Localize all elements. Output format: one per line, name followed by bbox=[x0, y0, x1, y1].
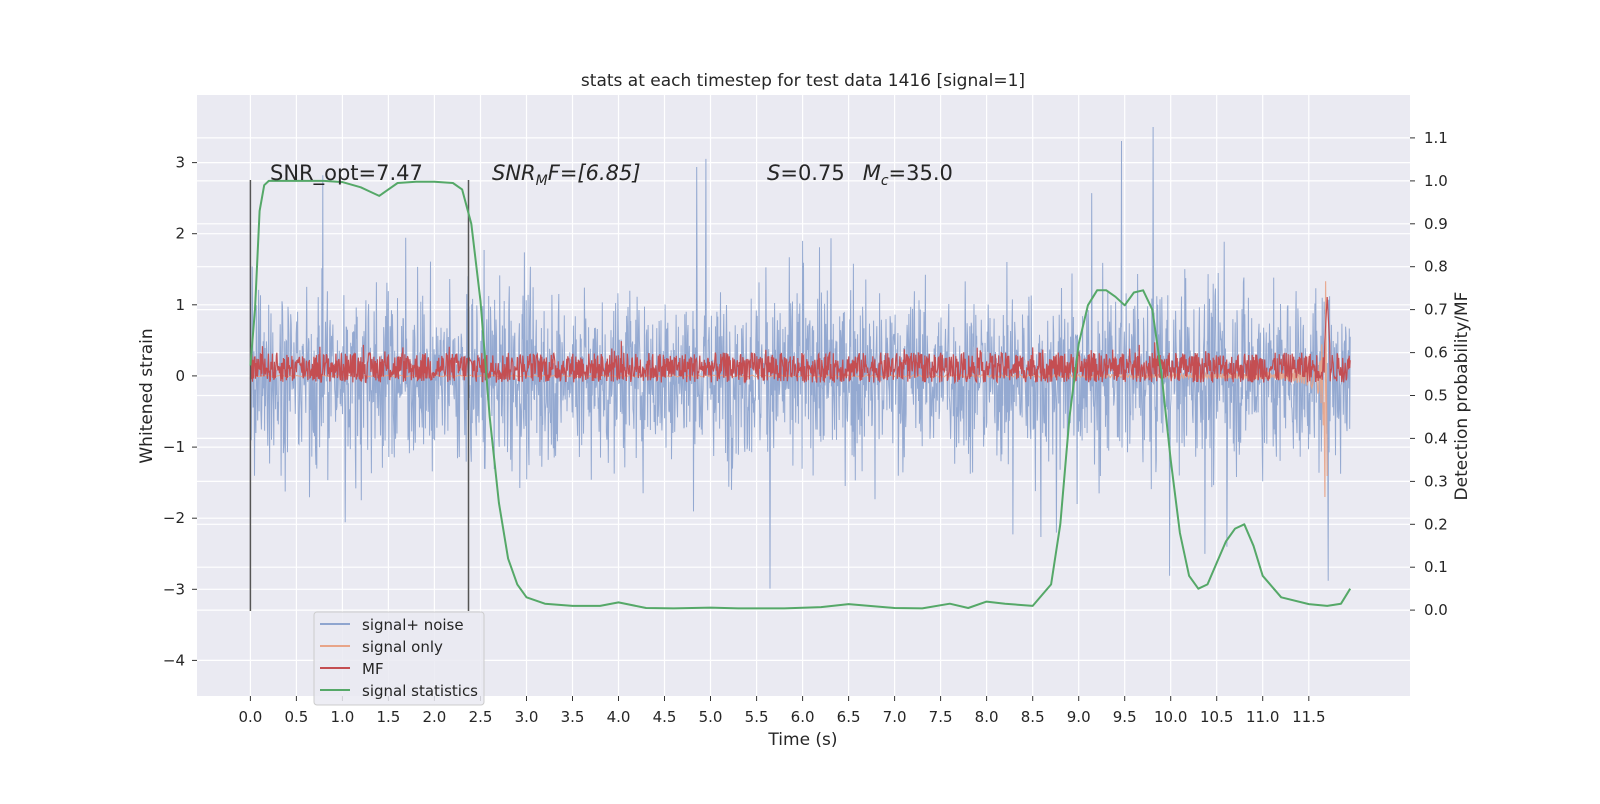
y-left-tick-label: −3 bbox=[163, 580, 185, 598]
x-tick-label: 8.0 bbox=[975, 708, 999, 726]
y-left-tick-label: 3 bbox=[175, 154, 185, 172]
y-left-tick-label: 2 bbox=[175, 225, 185, 243]
y-left-tick-label: −2 bbox=[163, 509, 185, 527]
series-mf bbox=[249, 296, 1351, 385]
x-tick-label: 8.5 bbox=[1021, 708, 1045, 726]
annotation-snr-mf: SNRMF=[6.85] bbox=[492, 161, 641, 189]
legend-label-signal-statistics: signal statistics bbox=[362, 682, 478, 700]
x-tick-label: 11.5 bbox=[1292, 708, 1325, 726]
axis-ticks: 0.0 0.5 1.0 1.5 2.0 2.5 3.0 3.5 4.0 4.5 5.0 5.5 6.0 6… bbox=[163, 129, 1448, 726]
chart-title: stats at each timestep for test data 141… bbox=[581, 71, 1025, 91]
y-right-tick-label: 0.0 bbox=[1424, 601, 1448, 619]
line-mf bbox=[249, 296, 1351, 385]
x-tick-label: 5.0 bbox=[699, 708, 723, 726]
y-axis-title-right: Detection probability/MF bbox=[1452, 292, 1472, 501]
y-right-tick-label: 0.7 bbox=[1424, 301, 1448, 319]
window-markers bbox=[249, 180, 470, 611]
x-tick-label: 0.5 bbox=[284, 708, 308, 726]
y-right-tick-label: 0.9 bbox=[1424, 215, 1448, 233]
y-right-tick-label: 1.1 bbox=[1424, 129, 1448, 147]
legend-label-signal-only: signal only bbox=[362, 638, 443, 656]
annotation-s-mc: S=0.75 Mc=35.0 bbox=[767, 161, 953, 189]
x-tick-label: 10.0 bbox=[1154, 708, 1187, 726]
y-right-tick-label: 1.0 bbox=[1424, 172, 1448, 190]
y-right-tick-label: 0.4 bbox=[1424, 429, 1448, 447]
x-tick-label: 9.0 bbox=[1067, 708, 1091, 726]
y-right-tick-label: 0.8 bbox=[1424, 258, 1448, 276]
x-tick-label: 5.5 bbox=[745, 708, 769, 726]
x-tick-label: 1.0 bbox=[330, 708, 354, 726]
x-tick-label: 9.5 bbox=[1113, 708, 1137, 726]
y-right-tick-label: 0.3 bbox=[1424, 472, 1448, 490]
x-tick-label: 3.0 bbox=[515, 708, 539, 726]
y-right-tick-label: 0.5 bbox=[1424, 387, 1448, 405]
x-axis-title: Time (s) bbox=[767, 730, 837, 750]
legend-box bbox=[313, 611, 485, 706]
x-tick-label: 10.5 bbox=[1200, 708, 1233, 726]
line-signal-statistics bbox=[249, 179, 1352, 610]
y-right-tick-label: 0.1 bbox=[1424, 558, 1448, 576]
y-left-tick-label: 1 bbox=[175, 296, 185, 314]
legend: signal+ noise signal only MF signal stat… bbox=[313, 611, 485, 706]
y-right-tick-label: 0.2 bbox=[1424, 515, 1448, 533]
x-tick-label: 3.5 bbox=[561, 708, 585, 726]
line-signal-noise bbox=[249, 126, 1351, 589]
x-tick-label: 2.5 bbox=[469, 708, 493, 726]
x-tick-label: 7.0 bbox=[883, 708, 907, 726]
y-right-tick-label: 0.6 bbox=[1424, 344, 1448, 362]
x-tick-label: 2.0 bbox=[422, 708, 446, 726]
x-tick-label: 7.5 bbox=[929, 708, 953, 726]
x-tick-label: 6.5 bbox=[837, 708, 861, 726]
series-signal-statistics bbox=[249, 179, 1352, 610]
x-tick-label: 4.0 bbox=[607, 708, 631, 726]
x-tick-label: 0.0 bbox=[238, 708, 262, 726]
x-tick-label: 4.5 bbox=[653, 708, 677, 726]
series-signal-noise bbox=[249, 126, 1351, 589]
x-tick-label: 6.0 bbox=[791, 708, 815, 726]
y-axis-title-left: Whitened strain bbox=[137, 328, 157, 463]
x-tick-label: 11.0 bbox=[1246, 708, 1279, 726]
legend-label-signal-noise: signal+ noise bbox=[362, 616, 464, 634]
y-left-tick-label: −1 bbox=[163, 438, 185, 456]
x-tick-label: 1.5 bbox=[376, 708, 400, 726]
y-left-tick-label: −4 bbox=[163, 651, 185, 669]
legend-label-mf: MF bbox=[362, 660, 384, 678]
annotation-snr-opt: SNR_opt=7.47 bbox=[270, 161, 423, 186]
y-left-tick-label: 0 bbox=[175, 367, 185, 385]
